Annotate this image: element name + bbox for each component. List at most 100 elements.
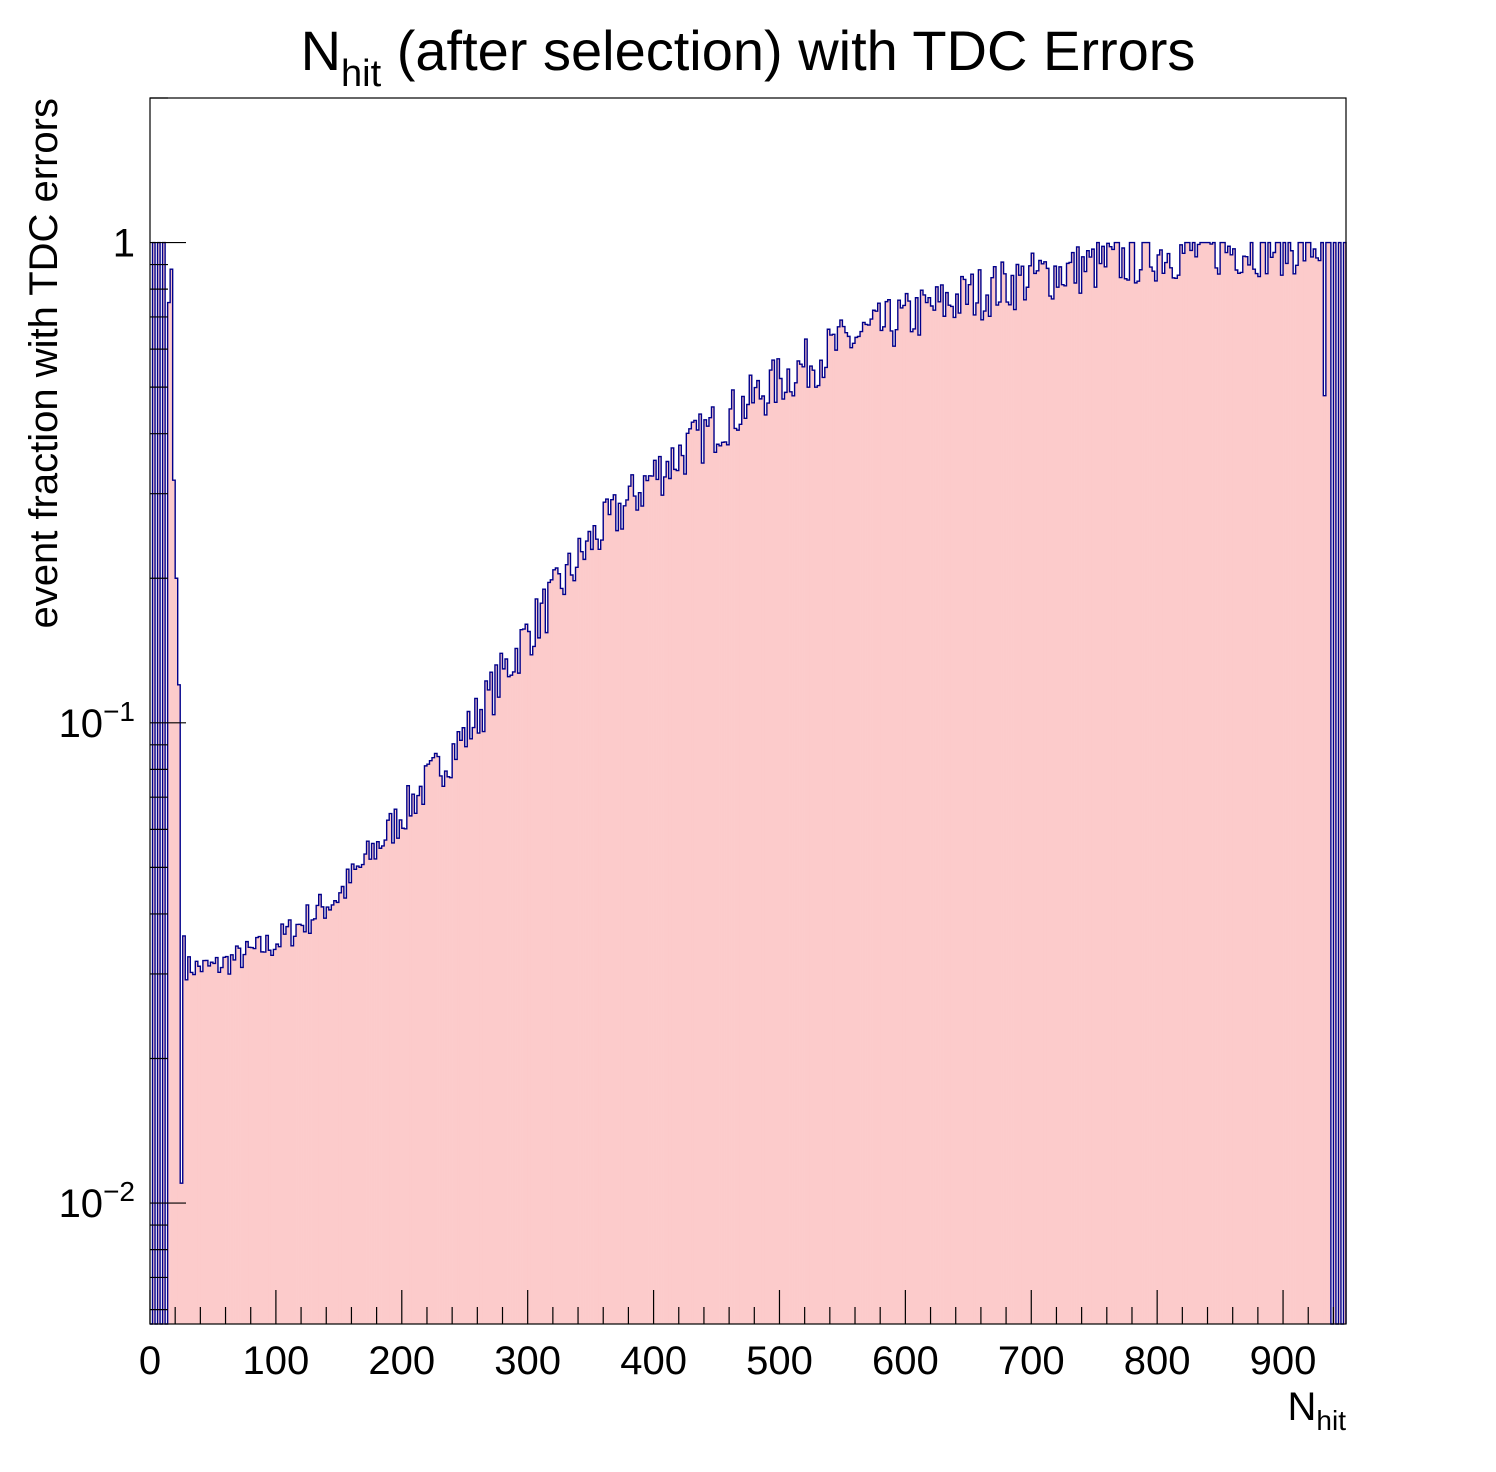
histogram-bin-135 [489,672,493,1324]
histogram-bin-284 [865,324,868,1324]
chart-title-sub: hit [341,53,382,95]
histogram-bin-242 [759,398,763,1324]
histogram-bin-305 [917,335,921,1325]
histogram-bin-143 [510,675,513,1324]
histogram-bin-221 [706,426,710,1324]
histogram-bin-370 [1081,256,1085,1325]
histogram-bin-102 [406,785,410,1324]
histogram-bin-134 [487,689,491,1324]
histogram-bin-283 [862,322,866,1325]
histogram-bin-19 [197,966,201,1324]
histogram-bin-331 [983,311,987,1325]
histogram-bin-434 [1242,256,1246,1325]
histogram-bin-404 [1167,253,1171,1325]
histogram-bin-457 [1300,242,1304,1324]
histogram-bin-215 [691,422,695,1325]
histogram-bin-373 [1089,257,1092,1324]
histogram-bin-299 [902,305,906,1324]
histogram-bin-385 [1119,277,1123,1324]
histogram-bin-421 [1210,244,1213,1325]
histogram-bin-224 [714,452,717,1324]
histogram-bin-386 [1121,248,1125,1324]
histogram-bin-454 [1293,273,1296,1324]
histogram-bin-185 [615,530,619,1324]
histogram-bin-243 [761,396,765,1324]
histogram-bin-192 [633,496,637,1324]
histogram-bin-70 [326,907,330,1324]
histogram-bin-203 [661,495,664,1324]
histogram-bin-369 [1079,293,1082,1325]
histogram-bin-18 [195,961,199,1324]
histogram-bin-154 [537,637,541,1324]
histogram-bin-399 [1154,280,1158,1324]
histogram-bin-352 [1036,270,1040,1324]
histogram-bin-80 [351,864,355,1324]
histogram-bin-445 [1270,257,1274,1324]
histogram-bin-65 [313,918,317,1324]
histogram-bin-14 [185,979,189,1324]
histogram-bin-320 [955,294,959,1324]
histogram-bin-232 [734,428,737,1324]
histogram-line-layer [150,241,1347,1325]
histogram-bin-432 [1237,273,1241,1324]
histogram-bin-106 [416,795,420,1324]
histogram-bin-39 [248,947,252,1324]
histogram-bin-368 [1076,246,1080,1325]
histogram-bin-167 [570,574,574,1324]
histogram-bin-396 [1147,242,1150,1324]
histogram-bin-28 [220,967,224,1324]
histogram-bin-151 [530,654,534,1324]
histogram-bin-138 [497,697,501,1324]
histogram-bin-397 [1149,267,1153,1325]
histogram-bin-163 [560,588,564,1324]
histogram-bin-164 [562,594,566,1324]
y-tick-label-base: 10 [59,1182,104,1226]
histogram-bin-235 [741,396,745,1324]
histogram-bin-104 [411,794,415,1324]
histogram-bin-254 [789,391,793,1324]
histogram-bin-246 [769,370,773,1324]
histogram-bin-279 [852,343,856,1325]
histogram-bin-89 [374,858,377,1324]
histogram-bin-312 [935,286,939,1324]
histogram-bin-124 [462,727,466,1324]
histogram-bin-465 [1320,242,1324,1324]
histogram-bin-209 [676,470,680,1324]
y-tick-label-base: 1 [113,222,135,266]
histogram-bin-244 [764,414,768,1324]
histogram-bin-335 [993,266,997,1325]
histogram-bin-336 [996,305,999,1324]
histogram-bin-308 [925,302,929,1324]
histogram-bin-261 [807,387,810,1325]
histogram-bin-160 [552,569,556,1324]
histogram-bin-256 [794,382,798,1324]
histogram-bin-383 [1114,242,1118,1324]
histogram-bin-353 [1038,260,1042,1324]
histogram-bin-286 [870,319,873,1324]
histogram-bin-74 [336,902,340,1324]
histogram-bin-162 [557,573,561,1324]
histogram-bin-133 [484,680,488,1324]
histogram-bin-127 [469,738,473,1324]
histogram-bin-351 [1033,273,1037,1324]
histogram-bin-408 [1177,275,1181,1324]
histogram-bin-280 [855,337,858,1324]
histogram-bin-410 [1182,253,1186,1324]
histogram-bin-463 [1315,257,1319,1325]
histogram-bin-191 [630,474,634,1325]
histogram-bin-148 [522,629,526,1324]
histogram-bin-439 [1255,273,1259,1324]
histogram-bin-315 [943,316,946,1324]
histogram-bin-416 [1197,244,1201,1325]
histogram-bin-100 [401,828,405,1324]
histogram-bin-47 [268,950,272,1324]
histogram-bin-240 [754,387,758,1324]
histogram-bin-87 [369,859,372,1324]
x-tick-label-100: 100 [243,1339,310,1383]
histogram-bin-129 [474,698,478,1324]
histogram-bin-17 [192,974,196,1324]
histogram-bin-314 [940,284,944,1325]
histogram-bin-71 [328,909,332,1324]
histogram-bin-281 [857,336,861,1325]
histogram-bin-366 [1071,252,1075,1324]
